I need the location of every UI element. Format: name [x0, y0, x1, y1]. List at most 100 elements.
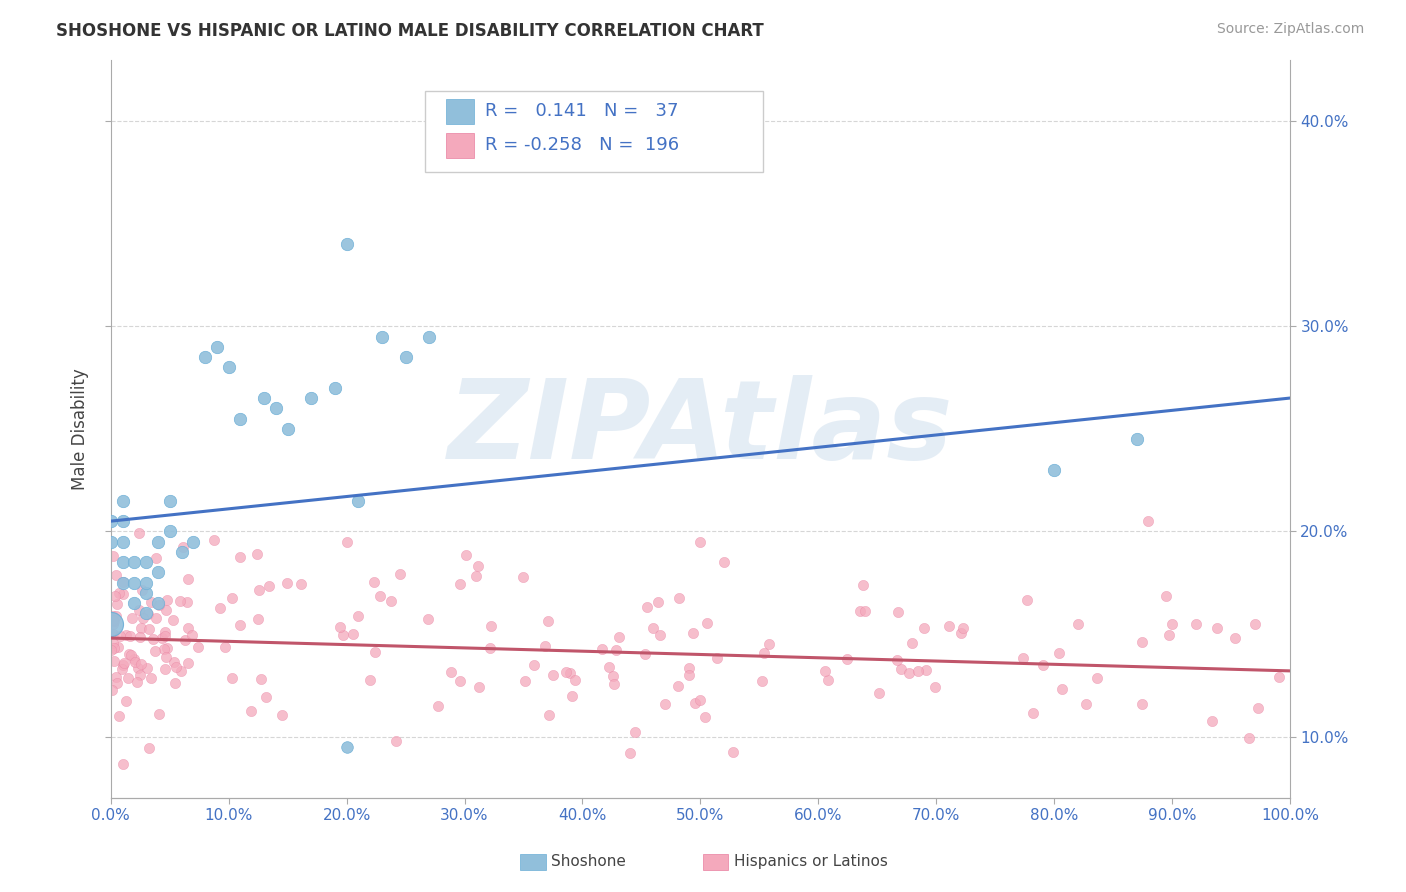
Point [648, 628, 671, 642]
Point [449, 673, 471, 688]
Point [1154, 590, 1177, 604]
Point [924, 680, 946, 694]
Point [152, 632, 174, 646]
Point [416, 612, 439, 626]
Point [111, 514, 134, 528]
Point [683, 696, 706, 710]
Point [813, 665, 835, 679]
Point [129, 630, 152, 644]
Point [868, 686, 890, 700]
Point [853, 605, 876, 619]
Point [602, 677, 624, 691]
Point [253, 391, 276, 405]
Point [174, 633, 197, 648]
Point [380, 594, 402, 608]
Point [394, 350, 416, 364]
Point [534, 639, 557, 653]
Point [155, 662, 177, 676]
Point [131, 657, 153, 671]
Point [170, 545, 193, 559]
Point [177, 656, 200, 670]
Point [107, 708, 129, 723]
Point [276, 575, 298, 590]
Point [541, 668, 564, 682]
Point [364, 645, 387, 659]
Point [159, 524, 181, 539]
Point [1022, 706, 1045, 721]
Point [751, 674, 773, 689]
Point [624, 725, 647, 739]
Point [901, 636, 924, 650]
Point [758, 637, 780, 651]
Point [146, 534, 169, 549]
Point [135, 586, 157, 600]
Point [177, 621, 200, 635]
Point [849, 604, 872, 618]
Point [159, 493, 181, 508]
Point [146, 596, 169, 610]
Point [112, 657, 135, 672]
Point [111, 663, 134, 677]
Point [111, 575, 134, 590]
Point [169, 594, 191, 608]
Point [359, 673, 381, 687]
Point [181, 534, 204, 549]
Point [202, 533, 225, 548]
Point [120, 648, 142, 662]
Point [713, 555, 735, 569]
Point [950, 626, 973, 640]
Point [173, 540, 195, 554]
Point [368, 589, 391, 603]
Point [1184, 616, 1206, 631]
Point [336, 534, 359, 549]
Point [689, 692, 711, 706]
Point [153, 641, 176, 656]
Point [117, 671, 139, 685]
Point [336, 739, 359, 754]
Point [135, 555, 157, 569]
Point [194, 350, 217, 364]
Point [105, 676, 128, 690]
Point [239, 704, 262, 718]
Point [619, 746, 641, 760]
Point [1268, 670, 1291, 684]
Point [693, 710, 716, 724]
Point [208, 600, 231, 615]
Point [418, 329, 440, 343]
Point [103, 640, 125, 655]
Point [115, 628, 138, 642]
Point [128, 603, 150, 617]
Point [907, 665, 929, 679]
Point [636, 599, 658, 614]
Point [121, 611, 143, 625]
Point [146, 566, 169, 580]
Point [155, 603, 177, 617]
Point [111, 493, 134, 508]
Point [107, 586, 129, 600]
Point [449, 577, 471, 591]
Point [101, 635, 124, 649]
Point [128, 525, 150, 540]
Point [101, 613, 124, 627]
Point [342, 627, 364, 641]
Point [139, 671, 162, 685]
Point [136, 607, 159, 621]
Point [754, 646, 776, 660]
Point [591, 641, 613, 656]
Point [329, 620, 352, 634]
Point [277, 422, 299, 436]
Point [835, 652, 858, 666]
Point [332, 628, 354, 642]
Point [101, 683, 124, 698]
Point [1247, 700, 1270, 714]
Point [247, 583, 270, 598]
Point [721, 745, 744, 759]
Point [105, 597, 128, 611]
Point [107, 640, 129, 654]
Y-axis label: Male Disability: Male Disability [72, 368, 89, 490]
Point [914, 663, 936, 677]
Point [607, 630, 630, 644]
Point [111, 555, 134, 569]
Point [1206, 622, 1229, 636]
Point [145, 550, 167, 565]
